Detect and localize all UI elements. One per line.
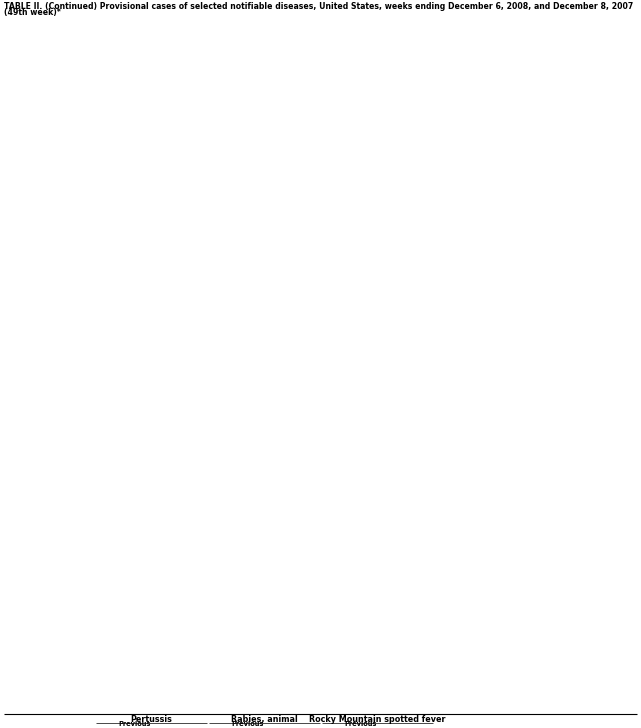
- Text: TABLE II. (Continued) Provisional cases of selected notifiable diseases, United : TABLE II. (Continued) Provisional cases …: [4, 2, 633, 11]
- Text: Previous
52 weeks: Previous 52 weeks: [117, 721, 153, 728]
- Text: Rocky Mountain spotted fever: Rocky Mountain spotted fever: [309, 715, 445, 724]
- Text: Pertussis: Pertussis: [131, 715, 172, 724]
- Text: (49th week)*: (49th week)*: [4, 8, 61, 17]
- Text: Rabies, animal: Rabies, animal: [231, 715, 298, 724]
- Text: Previous
52 weeks: Previous 52 weeks: [344, 721, 378, 728]
- Text: Previous
52 weeks: Previous 52 weeks: [231, 721, 265, 728]
